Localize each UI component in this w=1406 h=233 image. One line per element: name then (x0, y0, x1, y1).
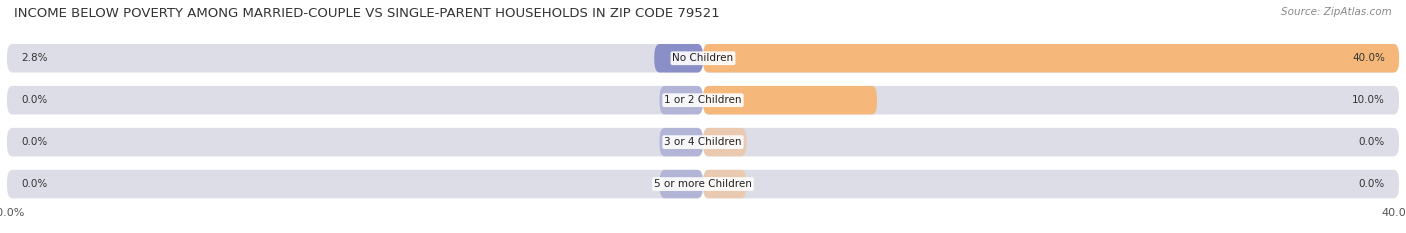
FancyBboxPatch shape (659, 128, 703, 156)
FancyBboxPatch shape (703, 44, 1399, 72)
FancyBboxPatch shape (7, 170, 703, 198)
Text: 0.0%: 0.0% (21, 179, 48, 189)
FancyBboxPatch shape (703, 128, 1399, 156)
FancyBboxPatch shape (7, 128, 703, 156)
FancyBboxPatch shape (703, 86, 877, 114)
Text: INCOME BELOW POVERTY AMONG MARRIED-COUPLE VS SINGLE-PARENT HOUSEHOLDS IN ZIP COD: INCOME BELOW POVERTY AMONG MARRIED-COUPL… (14, 7, 720, 20)
Text: 0.0%: 0.0% (1358, 137, 1385, 147)
FancyBboxPatch shape (659, 170, 703, 198)
FancyBboxPatch shape (703, 170, 747, 198)
FancyBboxPatch shape (703, 128, 747, 156)
FancyBboxPatch shape (7, 44, 703, 72)
Text: Source: ZipAtlas.com: Source: ZipAtlas.com (1281, 7, 1392, 17)
FancyBboxPatch shape (703, 86, 1399, 114)
Text: No Children: No Children (672, 53, 734, 63)
Text: 0.0%: 0.0% (21, 137, 48, 147)
Text: 0.0%: 0.0% (1358, 179, 1385, 189)
Text: 1 or 2 Children: 1 or 2 Children (664, 95, 742, 105)
FancyBboxPatch shape (703, 170, 1399, 198)
FancyBboxPatch shape (703, 44, 1399, 72)
FancyBboxPatch shape (654, 44, 703, 72)
Text: 40.0%: 40.0% (1353, 53, 1385, 63)
Text: 3 or 4 Children: 3 or 4 Children (664, 137, 742, 147)
Text: 0.0%: 0.0% (21, 95, 48, 105)
Text: 2.8%: 2.8% (21, 53, 48, 63)
FancyBboxPatch shape (7, 86, 703, 114)
Text: 10.0%: 10.0% (1353, 95, 1385, 105)
FancyBboxPatch shape (659, 86, 703, 114)
Text: 5 or more Children: 5 or more Children (654, 179, 752, 189)
